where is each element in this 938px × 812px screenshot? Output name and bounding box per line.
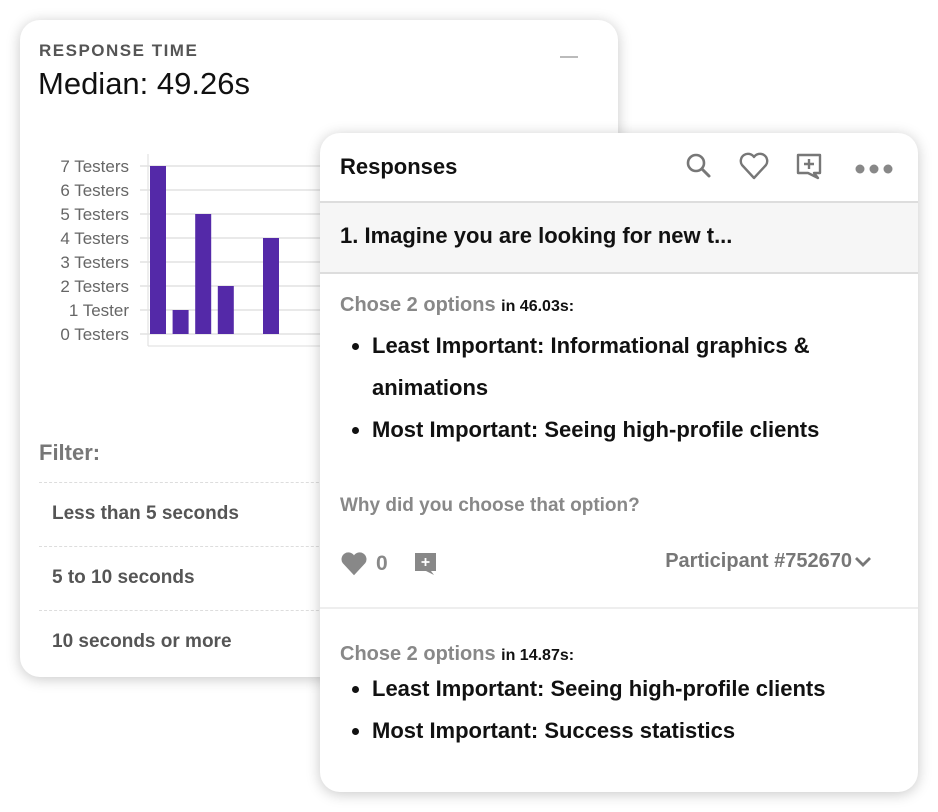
response-item: Chose 2 options in 46.03s: Least Importa… [320,274,918,607]
chose-label: Chose 2 options [340,294,496,316]
minimize-button[interactable] [560,56,578,58]
bar [172,310,189,334]
card-title: RESPONSE TIME [39,41,199,60]
y-tick-label: 5 Testers [60,205,129,224]
chose-label: Chose 2 options [340,643,496,665]
y-tick-label: 3 Testers [60,253,129,272]
response-time-chart: 0 Testers 1 Tester 2 Testers 3 Testers 4 Tes… [60,154,320,347]
filter-less-than-5[interactable]: Less than 5 seconds [39,482,339,546]
answer-bullet: Most Important: Seeing high-profile clie… [372,409,898,451]
like-count: 0 [376,552,388,575]
y-tick-label: 0 Testers [60,325,129,344]
more-icon[interactable] [854,163,896,175]
filter-10-or-more[interactable]: 10 seconds or more [39,610,339,674]
y-tick-label: 6 Testers [60,181,129,200]
filter-label: Filter: [39,440,101,465]
heart-icon[interactable] [738,151,770,181]
responses-panel: Responses 1. Imagine you are looking for… [320,133,918,792]
median-value: Median: 49.26s [38,66,250,101]
bar [263,238,279,334]
y-tick-label: 7 Testers [60,157,129,176]
filter-5-to-10[interactable]: 5 to 10 seconds [39,546,339,610]
y-tick-label: 2 Testers [60,277,129,296]
response-time: in 46.03s: [501,298,575,315]
participant-id[interactable]: Participant #752670 [665,550,852,572]
question-title[interactable]: 1. Imagine you are looking for new t... [320,203,918,274]
search-icon[interactable] [684,151,714,181]
bar [217,286,234,334]
add-comment-icon[interactable] [794,151,824,181]
panel-title: Responses [340,154,458,179]
answer-bullet: Most Important: Success statistics [372,710,898,752]
followup-question: Why did you choose that option? [340,495,640,516]
response-item: Chose 2 options in 14.87s: Least Importa… [320,609,918,752]
chevron-down-icon[interactable] [854,556,872,568]
bar [150,166,166,334]
comment-icon[interactable] [414,552,438,576]
answer-bullet: Least Important: Informational graphics … [372,325,898,409]
bar [195,214,212,334]
response-time: in 14.87s: [501,647,575,664]
answer-bullet: Least Important: Seeing high-profile cli… [372,668,898,710]
y-tick-label: 1 Tester [69,301,130,320]
y-tick-label: 4 Testers [60,229,129,248]
like-icon[interactable] [340,551,368,577]
